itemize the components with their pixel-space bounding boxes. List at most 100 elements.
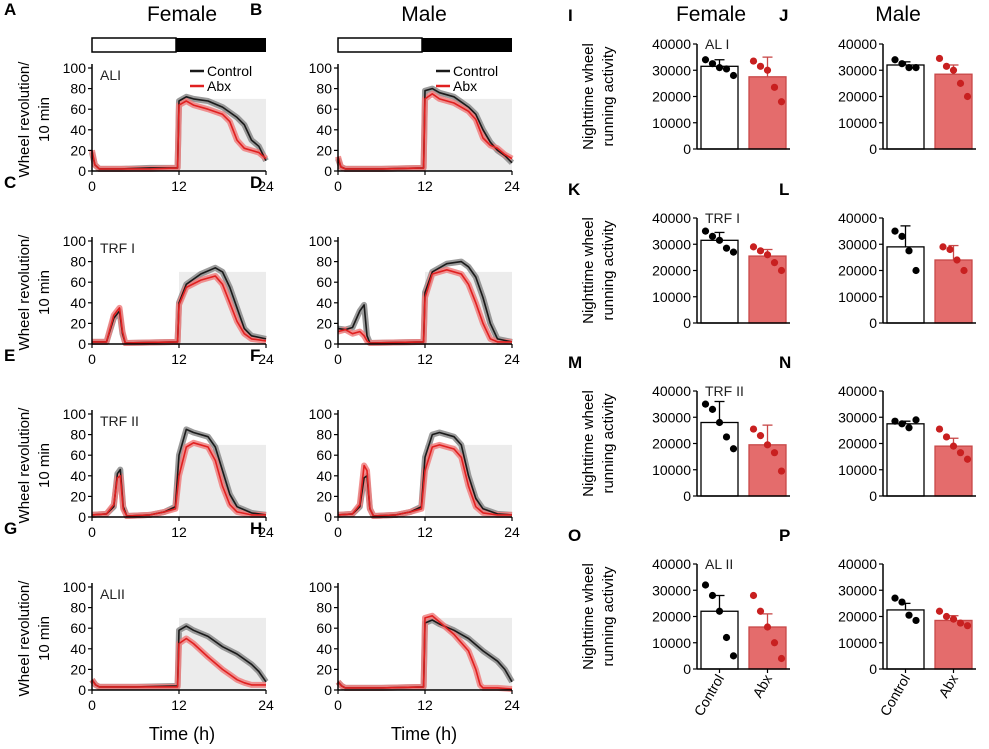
bar-y-tick-label: 20000 [838, 609, 877, 625]
category-label-control: Control [877, 672, 913, 719]
bar-y-tick-label: 0 [869, 141, 877, 157]
bar-panel-i: I AL I Nighttime wheel running activity 0 100… [568, 6, 790, 157]
x-tick-label: 12 [417, 524, 433, 540]
bar-y-tick-label: 40000 [838, 556, 877, 572]
x-tick-label: 0 [334, 178, 342, 194]
y-axis-label-line2: 10 min [36, 97, 53, 142]
panel-letter: F [250, 346, 260, 365]
panel-letter: G [4, 519, 17, 538]
series-line-abx [337, 268, 512, 344]
y-tick-label: 0 [78, 336, 86, 352]
data-point-control [715, 418, 724, 427]
y-tick-label: 60 [316, 620, 332, 636]
data-point-abx [942, 433, 951, 441]
data-point-control [891, 417, 899, 425]
bar-y-tick-label: 0 [683, 488, 691, 504]
y-tick-label: 40 [316, 122, 332, 138]
bar-y-tick-label: 30000 [652, 62, 691, 78]
y-axis-label: Wheel revolution/10 min [16, 234, 53, 351]
condition-label: ALII [100, 586, 125, 602]
data-point-control [898, 232, 906, 240]
bar-panel-o: O AL II Nighttime wheel running activity 0 10… [568, 526, 790, 719]
data-point-control [729, 71, 738, 80]
y-tick-label: 100 [309, 579, 333, 595]
y-tick-label: 40 [316, 641, 332, 657]
bar-control [886, 64, 925, 150]
y-tick-label: 100 [63, 406, 87, 422]
bar-y-tick-label: 30000 [838, 409, 877, 425]
bar-y-tick-label: 10000 [838, 115, 877, 131]
x-tick-label: 12 [171, 178, 187, 194]
bar-y-axis-label-line1: Nighttime wheel [580, 43, 597, 150]
x-tick-label: 24 [504, 697, 520, 713]
y-tick-label: 20 [70, 661, 86, 677]
data-point-control [722, 433, 731, 441]
light-phase-bar-female [91, 37, 177, 53]
bar-panel-m: M TRF II Nighttime wheel running activity 0 1… [568, 353, 790, 504]
y-tick-label: 40 [316, 468, 332, 484]
bar-y-tick-label: 30000 [838, 582, 877, 598]
series-line-control [91, 428, 267, 517]
panel-letter: A [4, 0, 16, 19]
panel-letter: N [779, 353, 791, 372]
x-axis-title-male: Time (h) [391, 724, 457, 744]
series-line-abx [91, 441, 266, 517]
y-tick-label: 20 [316, 315, 332, 331]
y-axis-label-line1: Wheel revolution/ [16, 580, 33, 697]
line-panel-a: A ALI Wheel revolution/10 min 0 20 40 60 80 100 0… [4, 0, 274, 194]
panel-letter: P [779, 526, 790, 545]
bar-panel-k: K TRF I Nighttime wheel running activity 0 10… [568, 180, 790, 331]
condition-label: TRF I [100, 240, 135, 256]
data-point-control [912, 266, 920, 275]
data-point-control [898, 420, 906, 428]
x-tick-label: 12 [171, 351, 187, 367]
data-point-control [912, 416, 920, 424]
data-point-abx [935, 425, 944, 433]
panel-letter: M [568, 353, 582, 372]
x-tick-label: 0 [88, 524, 96, 540]
x-tick-label: 12 [171, 524, 187, 540]
line-panels: A ALI Wheel revolution/10 min 0 20 40 60 80 100 0… [4, 0, 520, 713]
bar-abx [934, 73, 973, 150]
data-point-control [891, 56, 899, 64]
x-tick-label: 24 [258, 697, 274, 713]
data-point-abx [749, 591, 758, 600]
bar-abx [934, 445, 973, 497]
bar-y-tick-label: 30000 [838, 236, 877, 252]
series-line-abx [92, 275, 267, 344]
bar-control [886, 246, 925, 324]
data-point-abx [777, 654, 786, 663]
data-point-control [715, 236, 724, 244]
data-point-control [898, 598, 906, 606]
bar-y-tick-label: 0 [683, 315, 691, 331]
condition-label: TRF I [705, 210, 740, 226]
panel-letter: B [250, 0, 262, 19]
series-line-abx [91, 637, 266, 688]
y-axis-label: Wheel revolution/10 min [16, 580, 53, 697]
x-tick-label: 12 [171, 697, 187, 713]
bar-y-tick-label: 20000 [838, 436, 877, 452]
x-tick-label: 0 [334, 351, 342, 367]
x-tick-label: 24 [258, 351, 274, 367]
bar-y-axis-label: Nighttime wheel running activity [580, 43, 617, 150]
bar-y-tick-label: 40000 [838, 210, 877, 226]
data-point-abx [949, 66, 958, 74]
bar-control [700, 610, 739, 670]
data-point-control [905, 611, 913, 619]
bar-y-tick-label: 0 [683, 141, 691, 157]
y-axis-label-line2: 10 min [36, 616, 53, 661]
data-point-control [722, 633, 731, 642]
y-tick-label: 80 [70, 254, 86, 270]
y-tick-label: 20 [70, 142, 86, 158]
y-tick-label: 60 [70, 447, 86, 463]
data-point-abx [949, 615, 958, 623]
y-tick-label: 40 [70, 295, 86, 311]
x-tick-label: 24 [504, 351, 520, 367]
bar-y-tick-label: 20000 [652, 436, 691, 452]
data-point-control [708, 60, 717, 68]
y-tick-label: 0 [78, 509, 86, 525]
data-point-abx [763, 66, 772, 74]
data-point-abx [960, 266, 968, 275]
bar-control [700, 65, 739, 150]
data-point-control [708, 591, 717, 600]
